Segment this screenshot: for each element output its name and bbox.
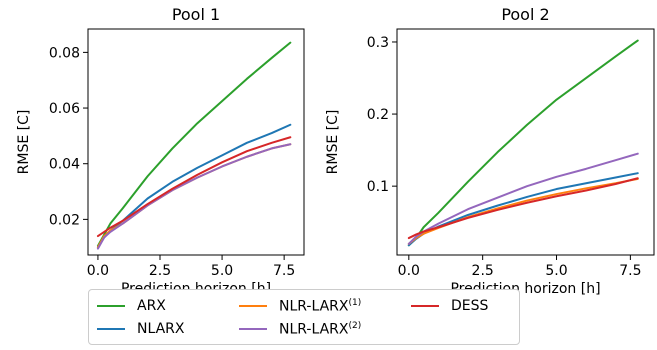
y-axis-label-panel-2: RMSE [C] bbox=[325, 110, 341, 175]
legend-label-dess: DESS bbox=[451, 298, 489, 314]
legend-swatch-arx bbox=[97, 305, 125, 307]
chart-title-panel-1: Pool 1 bbox=[172, 5, 220, 24]
legend-label-nlr-larx-1: NLR-LARX(1) bbox=[279, 297, 362, 315]
y-tick-label-panel-2: 0.3 bbox=[367, 35, 389, 51]
x-tick-label-panel-1: 7.5 bbox=[273, 263, 295, 279]
legend-label-arx: ARX bbox=[137, 298, 166, 314]
x-tick-label-panel-1: 0.0 bbox=[87, 263, 109, 279]
y-tick-label-panel-1: 0.06 bbox=[49, 101, 80, 117]
legend: ARX NLARX NLR-LARX(1) NLR-LARX(2) DESS bbox=[88, 289, 520, 345]
legend-label-nlr-larx-2: NLR-LARX(2) bbox=[279, 320, 362, 338]
y-tick-label-panel-2: 0.2 bbox=[367, 107, 389, 123]
axes-frame-2 bbox=[396, 28, 655, 256]
legend-item-nlr-larx-2: NLR-LARX(2) bbox=[239, 320, 361, 338]
axes-frame-1 bbox=[87, 28, 305, 256]
y-tick-label-panel-2: 0.1 bbox=[367, 179, 389, 195]
legend-item-arx: ARX bbox=[97, 297, 166, 315]
series-line-nlr-larx-1-panel-1 bbox=[96, 143, 292, 249]
y-axis-label-panel-1: RMSE [C] bbox=[16, 110, 32, 175]
series-group-1 bbox=[96, 41, 292, 250]
series-line-nlarx-panel-1 bbox=[96, 123, 292, 249]
legend-sup-1: (1) bbox=[348, 297, 362, 308]
legend-sup-2: (2) bbox=[348, 320, 362, 331]
legend-item-nlr-larx-1: NLR-LARX(1) bbox=[239, 297, 361, 315]
series-line-dess-panel-1 bbox=[96, 136, 292, 238]
series-line-nlr-larx-1-panel-2 bbox=[407, 177, 639, 245]
series-line-dess-panel-2 bbox=[407, 177, 639, 240]
y-tick-label-panel-1: 0.04 bbox=[49, 157, 80, 173]
legend-item-dess: DESS bbox=[411, 297, 488, 315]
y-tick-label-panel-1: 0.08 bbox=[49, 45, 80, 61]
x-tick-label-panel-2: 7.5 bbox=[619, 263, 641, 279]
x-tick-label-panel-2: 5.0 bbox=[545, 263, 567, 279]
series-line-nlr-larx-2-panel-1 bbox=[96, 143, 292, 250]
legend-swatch-nlarx bbox=[97, 328, 125, 330]
legend-swatch-dess bbox=[411, 305, 439, 307]
chart-title-panel-2: Pool 2 bbox=[501, 5, 549, 24]
legend-item-nlarx: NLARX bbox=[97, 320, 185, 338]
series-group-2 bbox=[407, 39, 639, 247]
legend-swatch-nlr-larx-2 bbox=[239, 328, 267, 330]
series-line-arx-panel-2 bbox=[407, 39, 639, 247]
x-tick-label-panel-1: 2.5 bbox=[149, 263, 171, 279]
y-tick-label-panel-1: 0.02 bbox=[49, 212, 80, 228]
series-line-arx-panel-1 bbox=[96, 41, 292, 247]
legend-label-nlarx: NLARX bbox=[137, 321, 185, 337]
x-tick-label-panel-2: 0.0 bbox=[398, 263, 420, 279]
x-tick-label-panel-1: 5.0 bbox=[211, 263, 233, 279]
legend-swatch-nlr-larx-1 bbox=[239, 305, 267, 307]
x-tick-label-panel-2: 2.5 bbox=[472, 263, 494, 279]
